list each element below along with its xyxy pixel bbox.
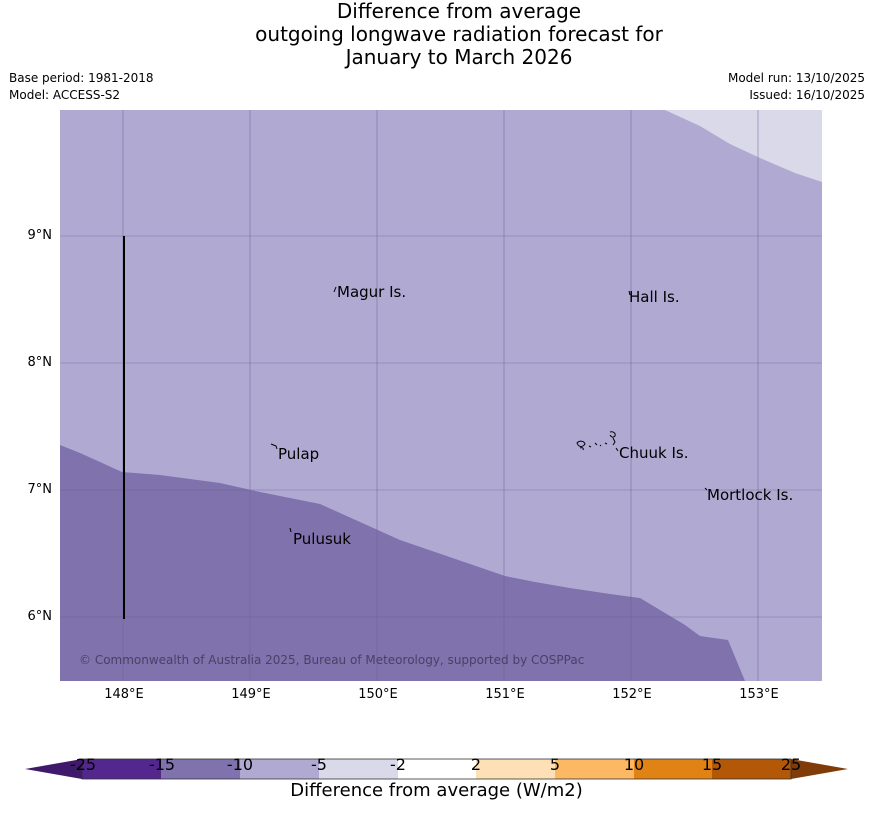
place-label-hall: Hall Is.	[629, 288, 680, 306]
model-run: Model run: 13/10/2025	[727, 71, 865, 85]
colorbar-tick-label: -5	[311, 755, 327, 774]
copyright-notice: © Commonwealth of Australia 2025, Bureau…	[79, 653, 585, 667]
lon-label-151e: 151°E	[485, 687, 525, 702]
place-label-magur: Magur Is.	[337, 283, 407, 301]
colorbar-tick-label: -15	[148, 755, 176, 774]
colorbar-tick-label: 25	[780, 755, 802, 774]
base-period: Base period: 1981-2018	[9, 71, 154, 85]
colorbar-tick-label: 2	[470, 755, 482, 774]
lat-label-7n: 7°N	[27, 482, 53, 497]
colorbar	[25, 758, 848, 780]
hall-island-outline	[628, 290, 631, 296]
map-canvas	[60, 110, 822, 681]
colorbar-bin-8	[634, 759, 712, 779]
magur-island-outline	[333, 286, 337, 293]
colorbar-tick-label: 5	[549, 755, 561, 774]
meta-right: Model run: 13/10/2025 Issued: 16/10/2025	[728, 70, 865, 104]
lon-label-150e: 150°E	[358, 687, 398, 702]
colorbar-extend-high	[791, 759, 848, 779]
lon-label-153e: 153°E	[739, 687, 779, 702]
place-label-chuuk: Chuuk Is.	[619, 444, 689, 462]
colorbar-tick-label: -2	[390, 755, 406, 774]
lon-label-152e: 152°E	[612, 687, 652, 702]
mortlock-island-outline	[704, 487, 708, 491]
pulap-island-outline	[270, 443, 278, 450]
colorbar-bin-4	[319, 759, 398, 779]
place-label-pulap: Pulap	[278, 445, 320, 463]
lon-label-148e: 148°E	[104, 687, 144, 702]
region-minus2-to-minus5	[665, 110, 822, 182]
model-name: Model: ACCESS-S2	[9, 88, 121, 102]
lat-label-6n: 6°N	[27, 609, 53, 624]
colorbar-tick-label: -10	[226, 755, 254, 774]
colorbar-bin-9	[712, 759, 791, 779]
place-label-pulusuk: Pulusuk	[293, 530, 351, 548]
map-title: Difference from average outgoing longwav…	[0, 0, 873, 69]
colorbar-extend-low	[25, 759, 82, 779]
pulusuk-island-outline	[289, 527, 292, 533]
title-line-2: outgoing longwave radiation forecast for	[255, 22, 663, 46]
region-minus10-to-minus15	[60, 445, 745, 681]
chuuk-islands-outline	[576, 431, 619, 452]
colorbar-outline	[81, 758, 792, 780]
lat-label-8n: 8°N	[27, 355, 53, 370]
colorbar-bin-7	[555, 759, 634, 779]
island-outlines	[270, 286, 708, 533]
meta-left: Base period: 1981-2018 Model: ACCESS-S2	[9, 70, 154, 104]
map-panel[interactable]	[60, 110, 822, 681]
issued-date: Issued: 16/10/2025	[749, 88, 865, 102]
colorbar-bin-3	[240, 759, 319, 779]
colorbar-tick-label: 10	[623, 755, 645, 774]
colorbar-title: Difference from average (W/m2)	[290, 780, 583, 801]
colorbar-bin-1	[82, 759, 161, 779]
title-line-3: January to March 2026	[345, 45, 573, 69]
lat-label-9n: 9°N	[27, 228, 53, 243]
colorbar-tick-label: -25	[69, 755, 97, 774]
colorbar-bin-6	[476, 759, 555, 779]
title-line-1: Difference from average	[336, 0, 582, 23]
colorbar-tick-label: 15	[701, 755, 723, 774]
colorbar-bin-2	[161, 759, 240, 779]
graticule	[60, 110, 822, 681]
place-label-mortlock: Mortlock Is.	[707, 486, 794, 504]
colorbar-bin-5	[398, 759, 476, 779]
lon-label-149e: 149°E	[231, 687, 271, 702]
